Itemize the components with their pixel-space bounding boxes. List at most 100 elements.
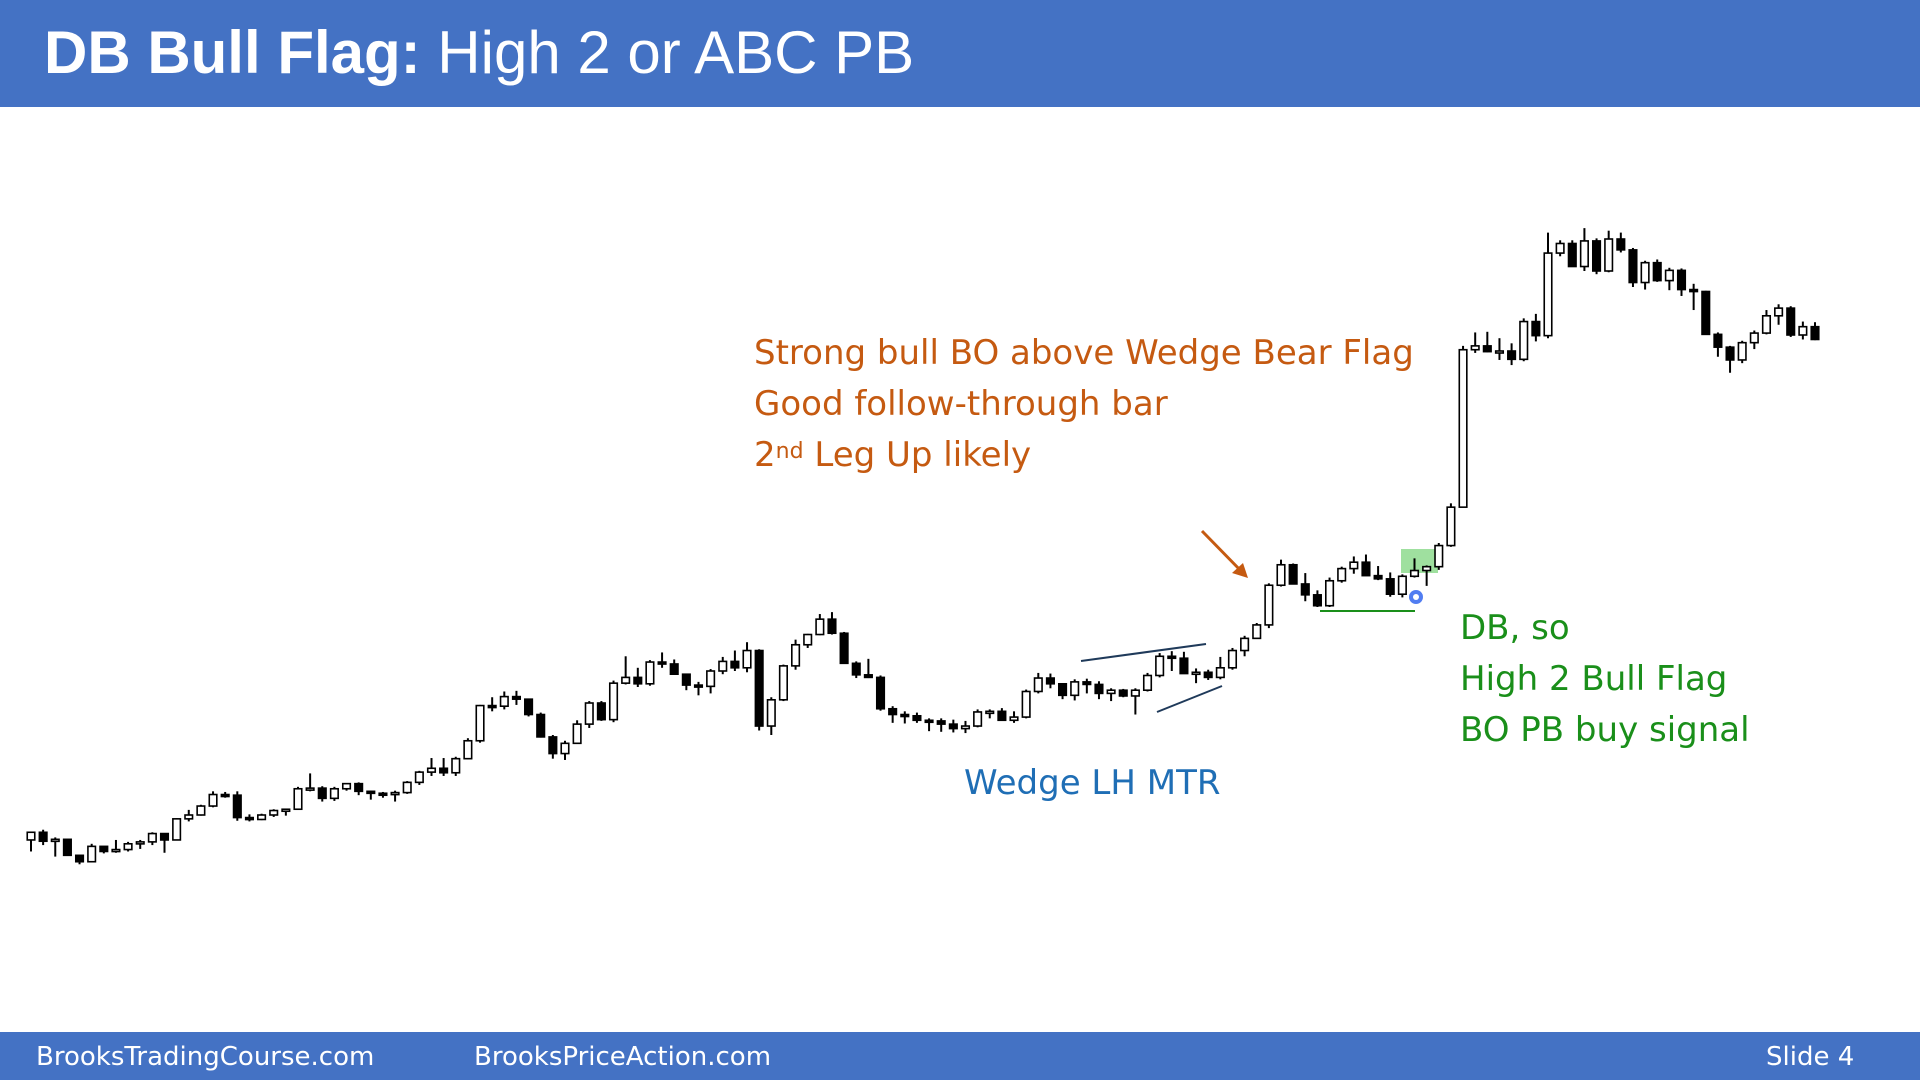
candle-body <box>621 676 631 684</box>
candle <box>1227 647 1238 670</box>
annotation-green-line1: DB, so <box>1460 608 1570 648</box>
annotation-orange-line3-num: 2 <box>754 435 776 475</box>
candle <box>1555 240 1565 257</box>
candle-body <box>572 723 582 745</box>
candle-body <box>608 682 619 721</box>
candle <box>1021 689 1031 719</box>
candle-body <box>196 805 206 816</box>
candle <box>827 612 837 635</box>
candle <box>1458 345 1468 508</box>
candle-body <box>973 711 983 727</box>
candle <box>329 786 339 801</box>
candle-body <box>1021 690 1031 718</box>
candle <box>1531 313 1541 342</box>
candle <box>50 837 60 857</box>
candle <box>1167 651 1177 671</box>
candle-body <box>742 649 752 669</box>
annotation-orange-line3-rest: Leg Up likely <box>803 435 1032 475</box>
candle-body <box>997 710 1007 722</box>
candle-body <box>451 757 461 774</box>
candle <box>1567 240 1577 268</box>
candle-body <box>827 618 837 635</box>
candle-body <box>693 684 704 688</box>
candle-body <box>305 787 315 791</box>
candle <box>1118 688 1128 698</box>
candle-body <box>487 704 497 709</box>
candle <box>1422 565 1432 586</box>
candle-body <box>1446 506 1456 547</box>
candle <box>439 758 449 776</box>
candle-body <box>815 618 825 636</box>
candle-body <box>1519 320 1529 361</box>
annotation-green-line2: High 2 Bull Flag <box>1460 659 1728 699</box>
candle <box>281 808 291 816</box>
candle-body <box>912 714 922 722</box>
candle <box>220 791 230 798</box>
candle-body <box>985 710 995 715</box>
candle-body <box>1713 333 1723 348</box>
candle <box>74 854 85 865</box>
candle-body <box>366 790 376 795</box>
candle <box>269 809 279 817</box>
candle <box>1130 688 1140 715</box>
candle <box>1482 331 1492 353</box>
candle-body <box>1045 677 1055 685</box>
candle-body <box>1142 674 1153 691</box>
candle-body <box>74 854 85 863</box>
candle <box>1082 678 1092 694</box>
candle <box>1494 338 1505 360</box>
footer-site1[interactable]: BrooksTradingCourse.com <box>36 1042 375 1072</box>
candle-body <box>718 660 728 672</box>
candle-body <box>1058 682 1068 697</box>
candle <box>463 738 473 760</box>
candle <box>1385 572 1395 597</box>
candle-body <box>1701 290 1711 336</box>
candle-body <box>1397 575 1407 595</box>
candle-body <box>1628 249 1638 284</box>
candle-body <box>1434 544 1444 568</box>
candle-body <box>293 787 303 811</box>
candle-body <box>111 848 121 853</box>
candle-body <box>1640 261 1650 284</box>
candle <box>1324 577 1335 607</box>
candle <box>936 718 946 732</box>
candle-body <box>426 767 437 773</box>
candle <box>924 718 934 732</box>
candle <box>475 704 485 743</box>
candle-body <box>135 841 145 845</box>
candle <box>1264 583 1274 629</box>
candle-body <box>924 719 934 724</box>
candle <box>888 706 898 723</box>
candle-body <box>1555 242 1565 254</box>
candle <box>1640 260 1650 290</box>
candle <box>1798 321 1808 340</box>
candle <box>742 642 752 673</box>
candle-body <box>244 816 255 821</box>
orange-arrowhead-icon <box>1232 563 1248 578</box>
candle-body <box>257 814 267 821</box>
candle <box>718 656 728 675</box>
annotation-orange-line1: Strong bull BO above Wedge Bear Flag <box>754 333 1414 373</box>
candle-body <box>1761 315 1772 334</box>
candle-body <box>499 695 509 707</box>
annotation-orange: Strong bull BO above Wedge Bear Flag Goo… <box>754 328 1414 481</box>
candle-body <box>1191 671 1201 676</box>
candle-body <box>1422 565 1432 572</box>
candle <box>1179 651 1189 675</box>
candle-body <box>475 704 485 742</box>
candle-body <box>1786 307 1796 336</box>
footer-site2[interactable]: BrooksPriceAction.com <box>474 1042 772 1072</box>
footer-slide-number: Slide 4 <box>1766 1042 1855 1072</box>
candle <box>1058 682 1068 700</box>
candle-body <box>1616 238 1626 251</box>
candle-body <box>1009 716 1019 722</box>
candle-body <box>1725 346 1735 361</box>
candle <box>997 708 1007 722</box>
candle-body <box>1579 240 1589 268</box>
candle <box>1240 635 1250 657</box>
candle <box>147 832 157 846</box>
candle-body <box>99 845 109 853</box>
candle <box>1033 672 1043 694</box>
candle-body <box>888 707 898 716</box>
candle <box>706 669 716 694</box>
